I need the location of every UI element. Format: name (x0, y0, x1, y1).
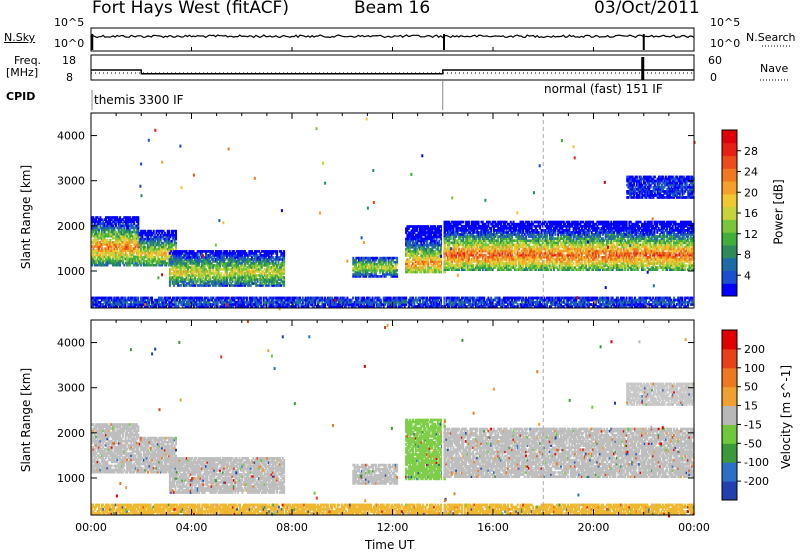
heatmap-velocity: 1000 2000 3000 4000 (57, 320, 695, 518)
region-4 (405, 418, 446, 481)
ytick-label-2000: 2000 (57, 220, 85, 233)
freq-unit-label: [MHz] (6, 66, 39, 79)
region-4 (405, 225, 446, 274)
noise-left-tick-top: 10^5 (54, 16, 85, 29)
colorbar-tick-1: 100 (744, 362, 765, 375)
region-0 (91, 216, 140, 267)
station-title: Fort Hays West (fitACF) (92, 0, 289, 18)
colorbar-tick-3: 16 (744, 207, 758, 220)
heatmap-power: 1000 2000 3000 4000 (57, 113, 696, 311)
panel-frame-power (90, 112, 695, 309)
region-2 (168, 457, 286, 494)
noise-right-tick-bottom: 10^0 (710, 37, 741, 50)
noise-spike-0 (91, 34, 94, 50)
date-label: 03/Oct/2011 (594, 0, 700, 18)
noise-spike-1 (443, 34, 446, 50)
velocity-colorbar: 200 100 50 15 -15 -50 -100 -200 (721, 329, 769, 501)
beam-label: Beam 16 (354, 0, 431, 18)
xtick-label-1: 04:00 (176, 521, 208, 534)
region-7 (91, 503, 695, 515)
region-3 (352, 256, 399, 278)
freq-trace (91, 69, 694, 75)
xtick-label-2: 08:00 (276, 521, 308, 534)
xtick-label-4: 16:00 (477, 521, 509, 534)
region-2 (168, 250, 286, 287)
ytick-label-1000: 1000 (57, 265, 85, 278)
ytick-label-1000: 1000 (57, 472, 85, 485)
noise-right-tick-top: 10^5 (710, 16, 741, 29)
noise-left-tick-bottom: 10^0 (54, 37, 85, 50)
ytick-label-4000: 4000 (57, 130, 85, 143)
noise-sky-trace (90, 34, 695, 39)
colorbar-tick-2: 12 (744, 228, 758, 241)
freq-left-tick-bottom: 8 (66, 71, 73, 84)
power-colorbar: 4 8 12 16 20 24 28 (721, 129, 758, 297)
region-5 (442, 220, 695, 271)
colorbar-tick-1: 8 (744, 249, 751, 262)
ytick-label-3000: 3000 (57, 175, 85, 188)
panel-frame-velocity (90, 319, 695, 516)
nsearch-label: N.Search (746, 31, 796, 44)
colorbar-tick-7: -200 (744, 475, 769, 488)
noise-spike-2 (642, 34, 645, 50)
freq-label: Freq. (14, 54, 42, 67)
xtick-label-5: 20:00 (578, 521, 610, 534)
cpid-label: CPID (6, 90, 36, 103)
nave-label: Nave (760, 62, 789, 75)
colorbar-tick-5: 24 (744, 166, 758, 179)
region-6 (626, 175, 695, 199)
region-5 (442, 427, 695, 478)
colorbar-tick-2: 50 (744, 381, 758, 394)
colorbar-tick-3: 15 (744, 400, 758, 413)
region-6 (626, 382, 695, 406)
region-0 (91, 423, 140, 474)
region-7 (91, 296, 695, 308)
nsky-label: N.Sky (4, 31, 36, 44)
ytick-label-4000: 4000 (57, 337, 85, 350)
xtick-label-3: 12:00 (377, 521, 409, 534)
freq-right-tick-top: 60 (708, 54, 722, 67)
colorbar-tick-6: -100 (744, 456, 769, 469)
colorbar-tick-6: 28 (744, 145, 758, 158)
colorbar-tick-4: -15 (744, 418, 762, 431)
freq-right-tick-bottom: 0 (710, 71, 717, 84)
colorbar-tick-5: -50 (744, 437, 762, 450)
cpid-segment-1-label: themis 3300 IF (94, 93, 184, 107)
xtick-label-0: 00:00 (75, 521, 107, 534)
ytick-label-3000: 3000 (57, 382, 85, 395)
freq-panel-frame (90, 54, 695, 81)
colorbar-tick-0: 200 (744, 343, 765, 356)
region-3 (352, 463, 399, 485)
xtick-label-6: 00:00 (678, 521, 710, 534)
ytick-label-2000: 2000 (57, 427, 85, 440)
colorbar-tick-0: 4 (744, 269, 751, 282)
colorbar-tick-4: 20 (744, 186, 758, 199)
cpid-segment-2-label: normal (fast) 151 IF (544, 82, 663, 96)
x-axis-title: Time UT (365, 538, 415, 552)
freq-left-tick-top: 18 (62, 54, 76, 67)
